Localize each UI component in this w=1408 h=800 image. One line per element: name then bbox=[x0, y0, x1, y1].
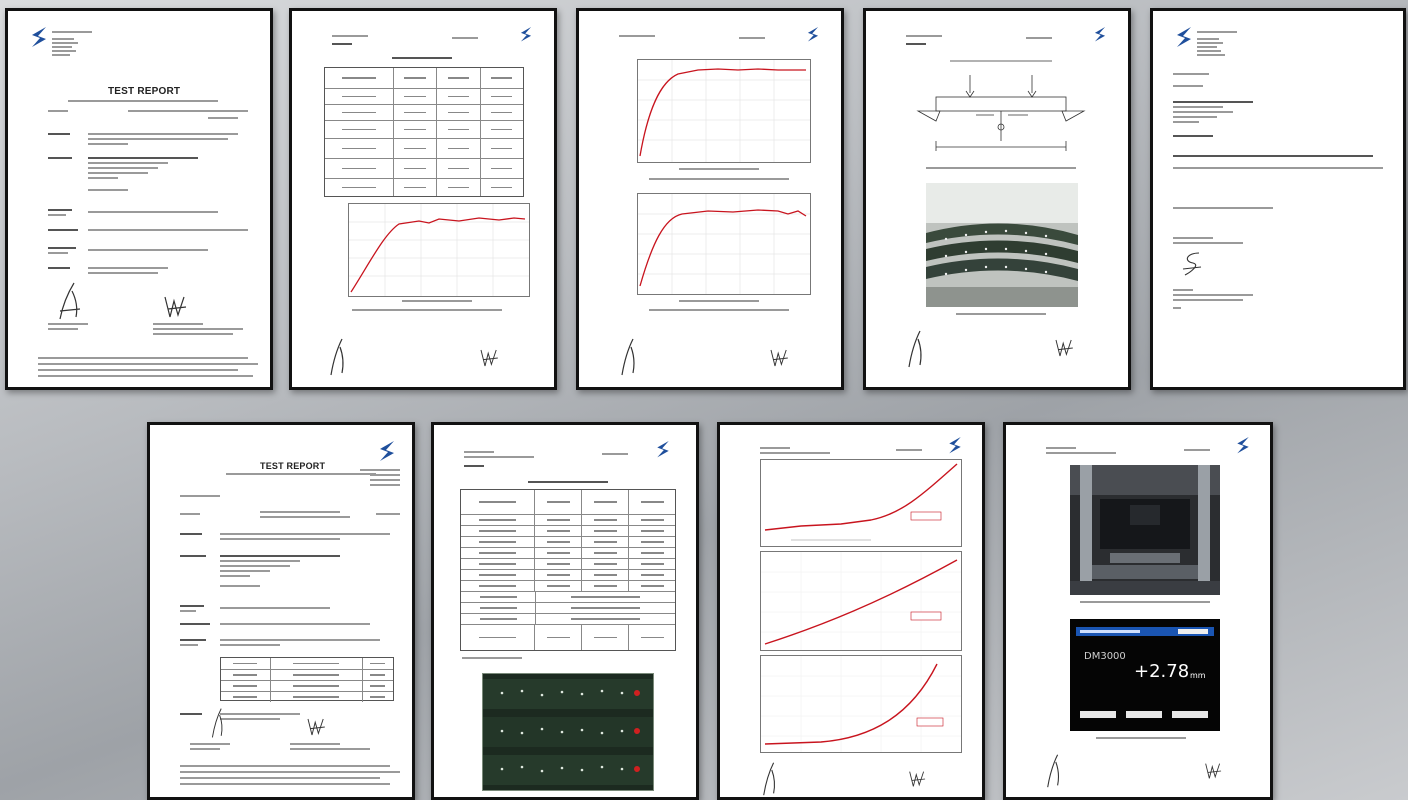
document-page-8 bbox=[717, 422, 985, 800]
company-logo-icon bbox=[946, 435, 964, 457]
load-displacement-chart bbox=[637, 59, 811, 163]
dial-gauge-display: DM3000 +2.78 mm bbox=[1070, 619, 1220, 731]
company-logo-icon bbox=[376, 439, 398, 465]
company-logo-icon bbox=[28, 25, 50, 51]
signature-icon bbox=[328, 337, 348, 377]
load-displacement-chart bbox=[348, 203, 530, 297]
signature-icon bbox=[619, 337, 639, 377]
company-logo-icon bbox=[518, 25, 534, 45]
signature-icon bbox=[56, 281, 86, 321]
gauge-reading-value: +2.78 bbox=[1134, 661, 1190, 682]
gauge-reading-unit: mm bbox=[1190, 671, 1206, 680]
signature-icon bbox=[767, 345, 791, 371]
report-title: TEST REPORT bbox=[108, 86, 181, 97]
load-deflection-chart bbox=[760, 551, 962, 651]
document-page-5 bbox=[1150, 8, 1406, 390]
document-page-4 bbox=[863, 8, 1131, 390]
report-title: TEST REPORT bbox=[260, 461, 326, 471]
company-logo-icon bbox=[654, 439, 672, 461]
gauge-model-label: DM3000 bbox=[1084, 651, 1126, 662]
signature-icon bbox=[760, 761, 780, 797]
company-logo-icon bbox=[1234, 435, 1252, 457]
load-deflection-chart bbox=[760, 655, 962, 753]
signature-icon bbox=[1044, 753, 1064, 789]
document-page-9: DM3000 +2.78 mm bbox=[1003, 422, 1273, 800]
load-displacement-chart bbox=[637, 193, 811, 295]
document-page-3 bbox=[576, 8, 844, 390]
signature-icon bbox=[906, 329, 926, 369]
document-page-6: TEST REPORT bbox=[147, 422, 415, 800]
signature-icon bbox=[906, 767, 928, 791]
test-setup-photo bbox=[926, 183, 1078, 307]
testing-machine-photo bbox=[1070, 465, 1220, 595]
results-table bbox=[460, 489, 676, 651]
test-specimen-photo bbox=[482, 673, 654, 791]
signature-icon bbox=[477, 345, 501, 371]
signature-icon bbox=[1052, 335, 1076, 361]
load-deflection-chart bbox=[760, 459, 962, 547]
signature-icon bbox=[1202, 759, 1224, 783]
results-table bbox=[324, 67, 524, 197]
signature-icon bbox=[206, 707, 230, 739]
document-page-1: TEST REPORT bbox=[5, 8, 273, 390]
company-logo-icon bbox=[805, 25, 821, 45]
four-point-bending-diagram bbox=[916, 55, 1086, 155]
signature-icon bbox=[1179, 249, 1205, 279]
specimen-table bbox=[220, 657, 394, 702]
document-page-7 bbox=[431, 422, 699, 800]
signature-icon bbox=[160, 293, 190, 321]
signature-icon bbox=[304, 715, 328, 739]
document-page-2 bbox=[289, 8, 557, 390]
company-logo-icon bbox=[1092, 25, 1108, 45]
company-logo-icon bbox=[1173, 25, 1195, 51]
